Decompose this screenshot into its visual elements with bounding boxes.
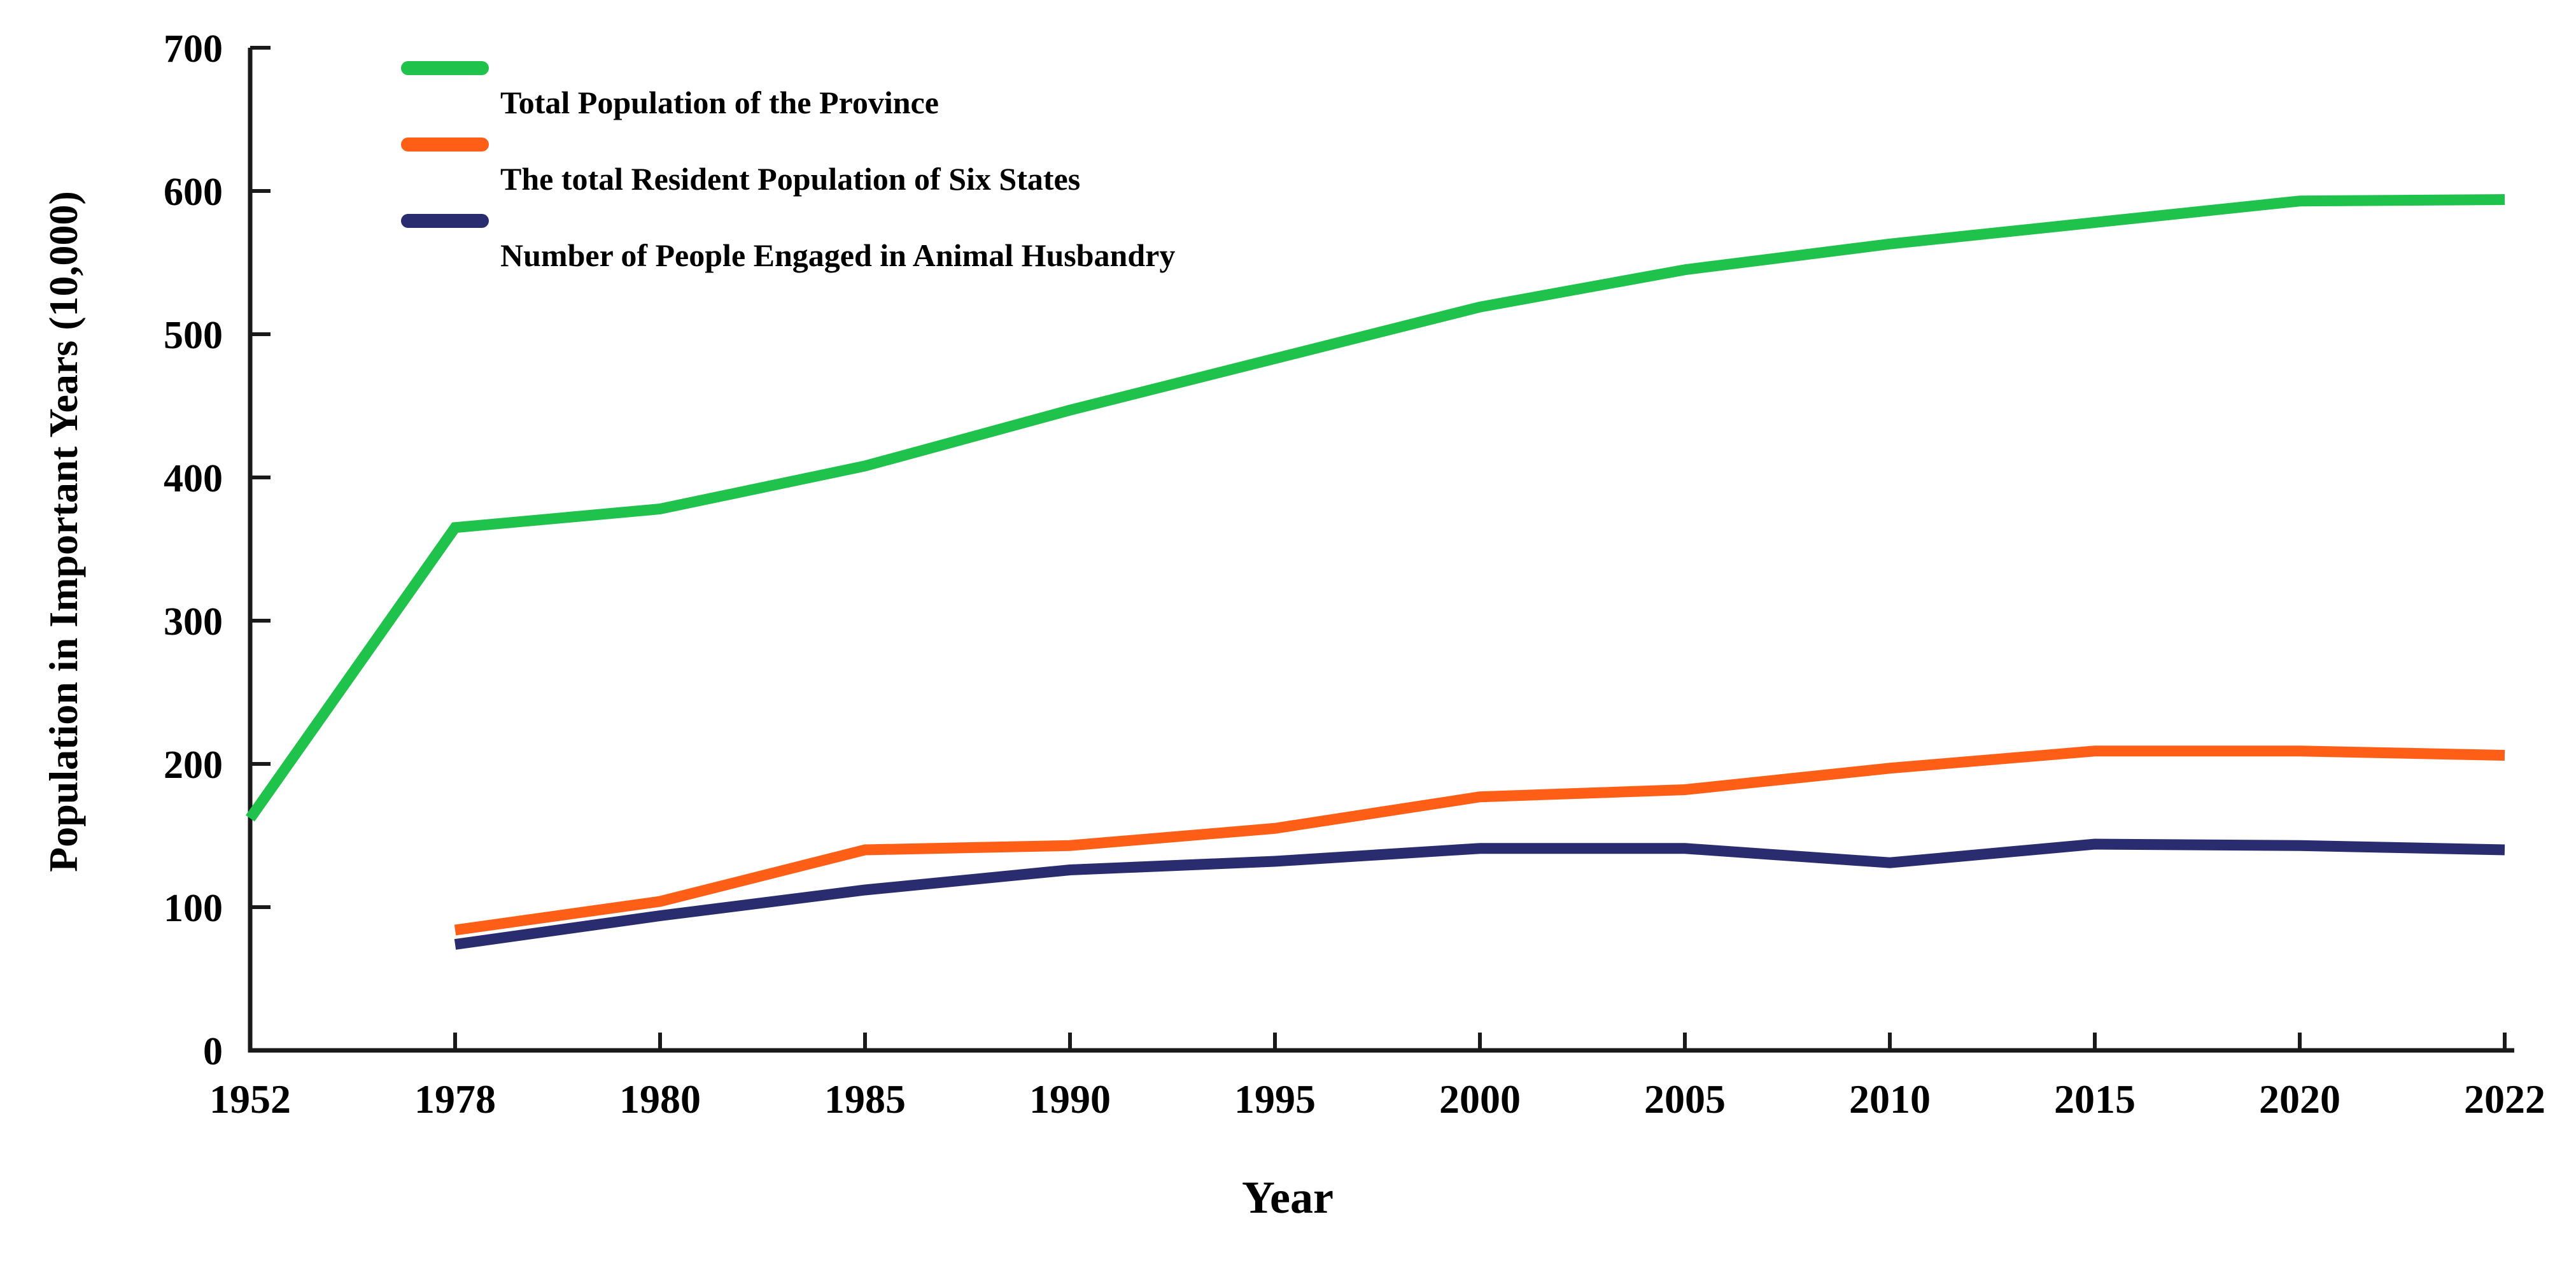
legend-swatch-husbandry: [401, 214, 489, 228]
y-axis-title: Population in Important Years (10,000): [41, 191, 86, 872]
y-tick-label: 100: [164, 887, 223, 930]
x-tick-label: 1978: [414, 1076, 496, 1122]
x-tick-label: 2000: [1439, 1076, 1521, 1122]
x-tick-label: 2005: [1644, 1076, 1726, 1122]
y-tick-label: 0: [203, 1030, 223, 1073]
x-tick-label: 1980: [619, 1076, 701, 1122]
legend-label: Total Population of the Province: [500, 85, 939, 120]
series-line: [246, 194, 2505, 822]
x-tick-label: 2022: [2464, 1076, 2545, 1122]
series-line: [454, 838, 2505, 950]
legend-label: The total Resident Population of Six Sta…: [500, 161, 1081, 197]
legend-swatch-province: [401, 61, 489, 75]
legend-swatch-six-states: [401, 138, 489, 152]
x-tick-label: 1985: [824, 1076, 906, 1122]
series-line: [454, 745, 2505, 936]
x-tick-label: 1990: [1029, 1076, 1111, 1122]
axes: [248, 48, 2514, 1053]
y-tick-label: 400: [164, 457, 223, 500]
y-tick-label: 300: [164, 600, 223, 644]
x-tick-label: 2015: [2054, 1076, 2136, 1122]
x-tick-label: 1995: [1234, 1076, 1316, 1122]
x-tick-label: 2020: [2259, 1076, 2340, 1122]
legend-label: Number of People Engaged in Animal Husba…: [500, 237, 1176, 273]
y-tick-label: 700: [164, 27, 223, 71]
y-tick-label: 200: [164, 744, 223, 787]
x-tick-label: 1952: [209, 1076, 291, 1122]
y-tick-label: 600: [164, 171, 223, 214]
x-axis-title: Year: [1242, 1172, 1334, 1223]
y-tick-label: 500: [164, 314, 223, 357]
x-tick-label: 2010: [1849, 1076, 1931, 1122]
